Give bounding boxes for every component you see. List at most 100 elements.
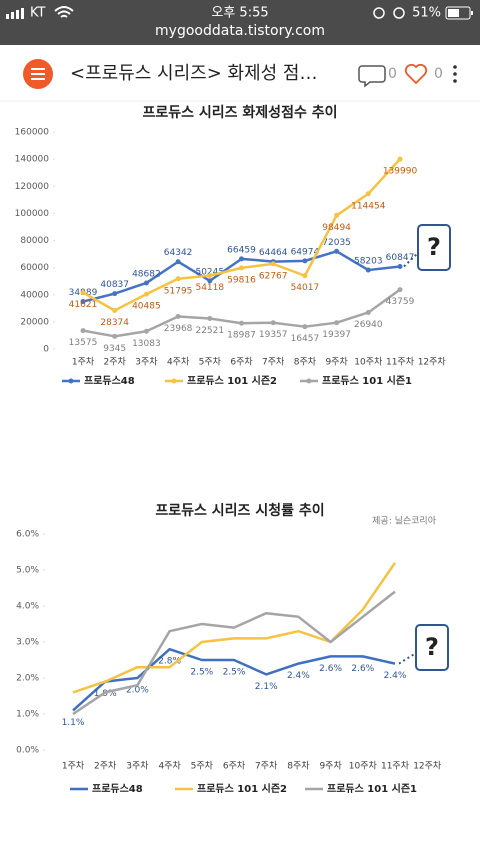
data-label: 114454: [351, 201, 386, 211]
data-label: 2.0%: [126, 686, 149, 696]
data-label: 66459: [227, 245, 256, 255]
point-marker: [112, 291, 118, 297]
legend-marker: [68, 378, 74, 384]
y-tick-label: 5.0%: [16, 566, 39, 576]
x-tick-label: 7주차: [255, 760, 278, 772]
point-marker: [112, 308, 118, 314]
series-line: [72, 562, 397, 694]
point-marker: [302, 258, 308, 264]
data-label: 40485: [132, 302, 161, 312]
carrier: KT: [30, 6, 46, 21]
y-tick-label: 3.0%: [16, 638, 39, 648]
x-tick-label: 9주차: [319, 760, 342, 772]
point-marker: [365, 191, 371, 197]
y-tick-label: 40000: [20, 290, 49, 300]
data-label: 19397: [322, 330, 351, 340]
more-button[interactable]: [453, 65, 457, 83]
point-marker: [270, 320, 276, 326]
data-label: 41621: [69, 300, 98, 310]
data-label: 2.5%: [190, 668, 213, 678]
data-label: 22521: [195, 326, 224, 336]
legend-marker: [171, 378, 177, 384]
point-marker: [397, 287, 403, 293]
data-label: 98494: [322, 223, 351, 233]
chart-title: 프로듀스 시리즈 시청률 추이: [155, 502, 324, 519]
x-tick-label: 2주차: [104, 356, 127, 368]
legend-label: 프로듀스48: [92, 783, 143, 795]
x-tick-label: 5주차: [199, 356, 222, 368]
data-label: 13083: [132, 339, 161, 349]
data-label: 16457: [291, 334, 320, 344]
y-tick-label: 20000: [20, 317, 49, 327]
wifi-icon: [54, 6, 74, 18]
data-label: 2.4%: [384, 671, 407, 681]
x-tick-label: 12주차: [418, 356, 447, 368]
legend-marker: [306, 378, 312, 384]
question-box: [415, 624, 449, 671]
like-icon[interactable]: [404, 63, 428, 85]
y-tick-label: 60000: [20, 263, 49, 273]
point-marker: [112, 333, 118, 339]
legend-label: 프로듀스 101 시즌1: [322, 375, 412, 387]
y-tick-label: 6.0%: [16, 530, 39, 540]
data-label: 40837: [100, 280, 129, 290]
data-label: 2.4%: [287, 671, 310, 681]
y-tick-label: 0.0%: [16, 746, 39, 756]
x-tick-label: 11주차: [386, 356, 415, 368]
point-marker: [207, 278, 213, 284]
legend-label: 프로듀스48: [84, 375, 135, 387]
x-tick-label: 8주차: [294, 356, 317, 368]
y-tick-label: 4.0%: [16, 602, 39, 612]
data-label: 64342: [164, 248, 193, 258]
point-marker: [397, 263, 403, 269]
data-label: 2.6%: [351, 664, 374, 674]
data-label: 64974: [291, 247, 320, 257]
data-label: 43759: [386, 297, 415, 307]
y-tick-label: 100000: [15, 209, 50, 219]
point-marker: [207, 315, 213, 321]
point-marker: [143, 280, 149, 286]
point-marker: [365, 267, 371, 273]
x-tick-label: 6주차: [230, 356, 253, 368]
menu-button[interactable]: [23, 59, 53, 89]
source-note: 제공: 닐슨코리아: [372, 516, 437, 527]
x-tick-label: 11주차: [381, 760, 410, 772]
dotted-connector: [403, 252, 419, 268]
dotted-connector: [398, 652, 417, 665]
alarm-icon: [393, 7, 405, 19]
point-marker: [80, 328, 86, 334]
comment-icon[interactable]: [358, 65, 386, 88]
x-tick-label: 1주차: [72, 356, 95, 368]
data-label: 2.1%: [255, 682, 278, 692]
question-mark: ?: [427, 233, 441, 261]
point-marker: [334, 248, 340, 254]
point-marker: [334, 320, 340, 326]
series-line: [72, 590, 396, 716]
battery-icon: [445, 6, 473, 20]
data-label: 62767: [259, 271, 288, 281]
point-marker: [239, 320, 244, 326]
point-marker: [175, 276, 181, 282]
point-marker: [80, 299, 86, 305]
y-tick-label: 0: [43, 345, 49, 355]
y-tick-label: 120000: [15, 182, 50, 192]
battery-text: 51%: [412, 6, 441, 21]
y-tick-label: 1.0%: [16, 710, 39, 720]
point-marker: [175, 313, 181, 319]
series-line: [72, 647, 396, 712]
data-label: 1.1%: [62, 718, 85, 728]
data-label: 2.6%: [319, 664, 342, 674]
point-marker: [207, 273, 213, 279]
chart-title: 프로듀스 시리즈 화제성점수 추이: [143, 104, 338, 121]
x-tick-label: 1주차: [62, 760, 85, 772]
data-label: 54118: [195, 283, 224, 293]
point-marker: [302, 273, 308, 279]
x-tick-label: 2주차: [94, 760, 117, 772]
x-tick-label: 10주차: [354, 356, 383, 368]
x-tick-label: 4주차: [158, 760, 181, 772]
question-mark: ?: [425, 633, 439, 661]
data-label: 1.9%: [94, 689, 117, 699]
question-box: [417, 224, 451, 271]
data-label: 18987: [227, 331, 256, 341]
